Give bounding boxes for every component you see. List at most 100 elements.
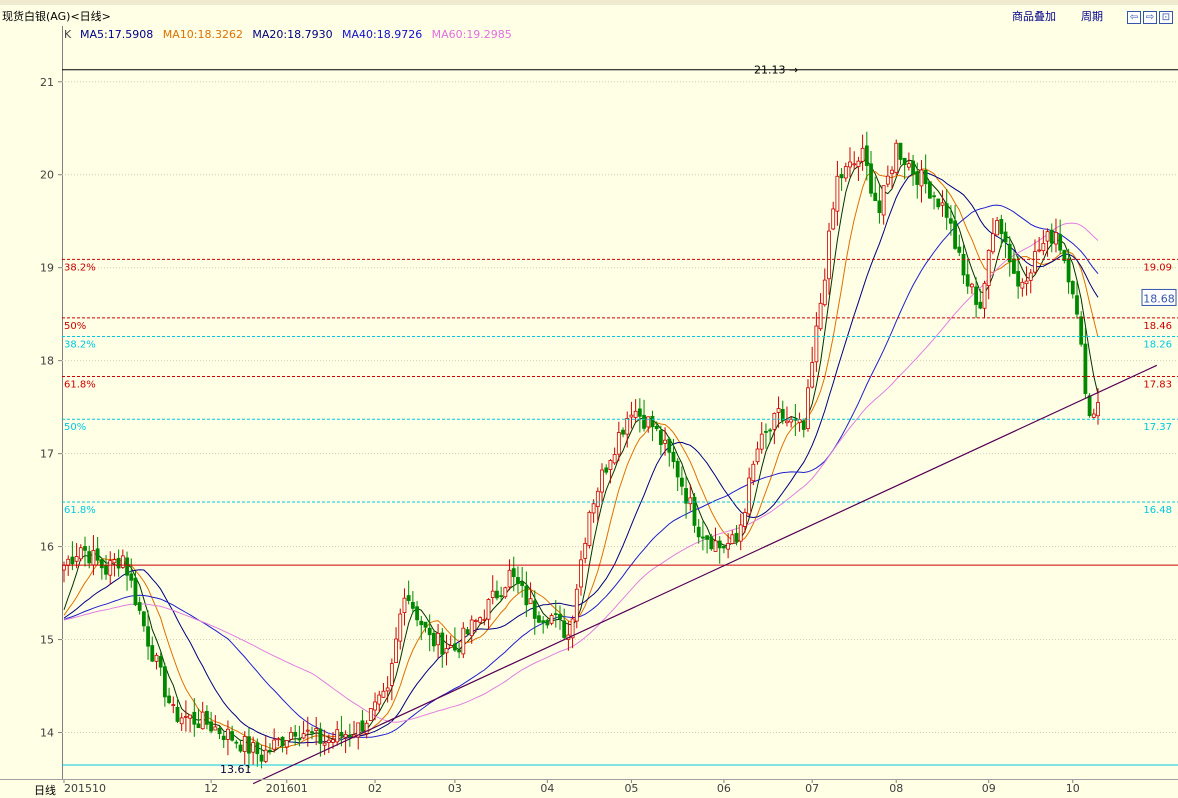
candle-body [221, 735, 226, 741]
candle-body [919, 169, 924, 187]
candle-body [759, 433, 764, 450]
candle-body [717, 540, 722, 549]
ma-line-ma5 [63, 159, 1099, 753]
candle-body [74, 556, 79, 562]
candle-body [810, 362, 815, 388]
candle-body [911, 160, 915, 175]
candle-body [356, 722, 361, 738]
candle-body [486, 599, 491, 620]
candle-body [1049, 229, 1054, 244]
low-marker-label: 13.61 [220, 763, 252, 776]
legend-prefix: K [64, 28, 72, 41]
candle-body [125, 557, 129, 576]
candle-body [1016, 271, 1021, 287]
candle-body [654, 425, 659, 430]
candle-body [158, 656, 163, 668]
period-label: 日线 [34, 784, 56, 797]
candle-body [1058, 234, 1063, 251]
candle-body [95, 548, 100, 561]
candle-body [722, 546, 726, 549]
x-tick-label: 201510 [64, 782, 106, 795]
candlestick-chart[interactable]: 14 15 16 17 18 19 20 21 201510 12 201601 02 03 04 05 06… [40, 26, 1178, 795]
candle-body [381, 690, 386, 698]
candle-body [247, 736, 251, 754]
candle-body [835, 175, 840, 212]
period-button[interactable]: 周期 [1081, 10, 1103, 23]
candle-body [621, 429, 625, 435]
candle-body [608, 460, 613, 470]
candle-body [461, 627, 466, 655]
candle-body [999, 219, 1004, 235]
y-tick-label: 14 [40, 727, 54, 740]
candle-body [856, 160, 861, 167]
candle-body [906, 163, 911, 168]
candle-body [612, 454, 617, 464]
candle-body [213, 726, 218, 731]
candle-body [583, 543, 588, 559]
fib-right-label: 18.46 [1143, 321, 1172, 332]
candle-body [839, 174, 844, 179]
candle-body [629, 414, 634, 418]
candle-body [885, 175, 890, 185]
candle-body [1096, 402, 1100, 417]
candle-body [373, 701, 377, 711]
candle-body [83, 546, 87, 551]
candle-body [402, 597, 407, 613]
candle-body [263, 749, 268, 762]
ma-line-ma60 [63, 222, 1099, 723]
current-price-box [1141, 288, 1177, 306]
chart-titlebar: 现货白银(AG)<日线> 商品叠加 周期 ⇦ ⇨ ⊡ [0, 5, 1178, 24]
candle-body [205, 711, 209, 725]
candle-body [843, 166, 848, 179]
candle-body [133, 577, 138, 606]
candle-body [394, 638, 398, 664]
candle-body [734, 532, 739, 542]
candle-body [814, 325, 819, 363]
candle-body [284, 740, 289, 748]
candle-body [852, 163, 857, 166]
y-tick-label: 18 [40, 355, 54, 368]
candle-body [326, 739, 331, 743]
fib-left-label: 61.8% [64, 505, 96, 516]
legend-ma-item: MA5:17.5908 [80, 28, 153, 41]
candle-body [364, 722, 369, 734]
candle-body [347, 735, 352, 738]
candle-body [991, 233, 995, 253]
candle-body [957, 246, 962, 253]
candle-body [511, 568, 516, 578]
candle-body [516, 577, 520, 584]
commodity-overlay-button[interactable]: 商品叠加 [1012, 10, 1056, 23]
candle-body [524, 585, 529, 606]
legend-ma-item: MA20:18.7930 [252, 28, 332, 41]
arrow-right-icon[interactable]: ⇨ [1143, 11, 1157, 24]
candle-body [196, 723, 201, 729]
candle-body [87, 551, 92, 564]
candle-body [806, 387, 810, 429]
candle-body [448, 645, 453, 648]
arrow-left-icon[interactable]: ⇦ [1127, 11, 1141, 24]
candle-body [890, 169, 894, 174]
candle-body [869, 163, 873, 194]
candle-body [965, 274, 970, 287]
candle-body [120, 555, 125, 568]
ma-line-ma20 [63, 171, 1099, 744]
candle-body [419, 620, 424, 626]
expand-icon[interactable]: ⊡ [1159, 11, 1173, 24]
candle-body [167, 695, 171, 704]
candle-body [537, 615, 541, 623]
candle-body [780, 408, 785, 421]
candle-body [318, 728, 323, 744]
candle-body [579, 559, 583, 588]
candle-body [112, 559, 117, 564]
candle-body [650, 415, 655, 428]
candle-body [915, 171, 920, 185]
candle-body [1003, 231, 1008, 243]
candle-body [789, 418, 794, 423]
candle-body [423, 621, 428, 628]
candle-body [953, 220, 957, 249]
legend-ma-item: MA10:18.3262 [163, 28, 243, 41]
candle-body [562, 620, 567, 638]
candle-body [700, 536, 705, 539]
candle-body [726, 543, 731, 550]
